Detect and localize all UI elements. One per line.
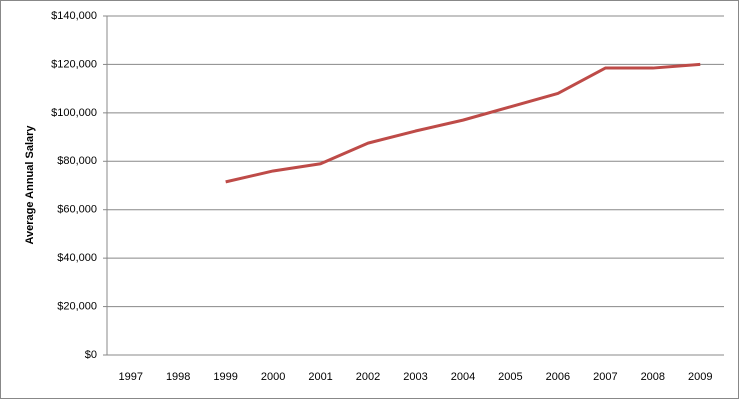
x-tick-label: 2005 — [498, 371, 522, 383]
x-tick-label: 2004 — [451, 371, 475, 383]
y-tick-label: $120,000 — [51, 58, 97, 70]
y-tick-label: $0 — [85, 349, 97, 361]
x-tick-label: 2007 — [593, 371, 617, 383]
x-tick-label: 1998 — [166, 371, 190, 383]
x-tick-label: 2009 — [688, 371, 712, 383]
x-tick-label: 1997 — [118, 371, 142, 383]
x-tick-label: 2001 — [308, 371, 332, 383]
x-tick-label: 2002 — [356, 371, 380, 383]
y-tick-label: $140,000 — [51, 10, 97, 22]
y-tick-label: $20,000 — [57, 300, 97, 312]
data-line — [225, 62, 701, 184]
x-tick-label: 2008 — [641, 371, 665, 383]
x-tick-label: 2000 — [261, 371, 285, 383]
y-tick-label: $40,000 — [57, 252, 97, 264]
y-tick-label: $100,000 — [51, 107, 97, 119]
y-tick-label: $80,000 — [57, 155, 97, 167]
x-tick-label: 2006 — [546, 371, 570, 383]
y-axis-label: Average Annual Salary — [24, 125, 36, 245]
x-tick-label: 1999 — [213, 371, 237, 383]
x-tick-label: 2003 — [403, 371, 427, 383]
y-tick-label: $60,000 — [57, 204, 97, 216]
